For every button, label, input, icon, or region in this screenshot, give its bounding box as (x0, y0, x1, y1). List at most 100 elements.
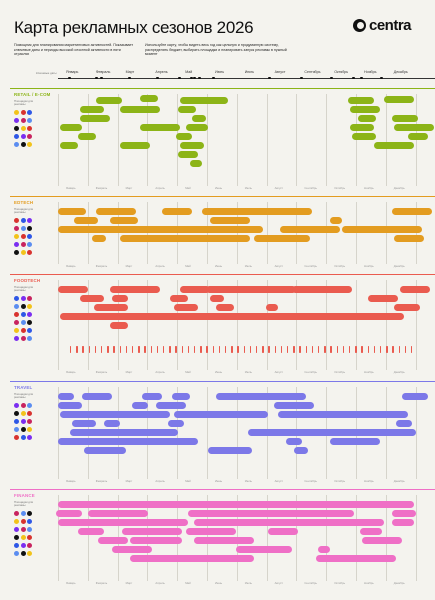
season-bar (58, 208, 86, 215)
season-bar (112, 295, 128, 302)
month-gridline (58, 495, 59, 581)
season-bar (318, 546, 330, 553)
brand-logo-icon (14, 519, 19, 524)
brand-logo-icon (14, 419, 19, 424)
section-month-label: Октябрь (334, 186, 346, 190)
section-month-label: Декабрь (393, 264, 405, 268)
section-month-label: Август (274, 581, 284, 585)
brand-logo-icon (27, 535, 32, 540)
daily-tick (305, 346, 307, 353)
brand-logo-icon (14, 134, 19, 139)
season-bar (120, 142, 150, 149)
season-bar (130, 555, 250, 562)
brand-logo-icon (20, 312, 26, 317)
season-bar (392, 510, 416, 517)
month-gridline (117, 202, 119, 264)
timeline-label: Ключевые даты (36, 71, 57, 75)
season-bar (72, 420, 96, 427)
section-title: EDTECH (14, 200, 34, 205)
daily-tick (156, 346, 159, 353)
brand-logo-icon (20, 296, 26, 301)
section-month-label: Сентябрь (304, 479, 317, 483)
season-bar (392, 208, 432, 215)
season-bar (330, 438, 380, 445)
section-month-label: Июнь (215, 479, 223, 483)
daily-tick (274, 346, 276, 353)
brand-logo-icon (20, 304, 26, 309)
season-bar (394, 124, 434, 131)
section-month-label: Февраль (95, 479, 108, 483)
section-finance: FINANCE Площадки для рекламы Январь Февраль… (0, 489, 435, 589)
month-gridline (385, 280, 387, 370)
section-month-label: Январь (66, 264, 76, 268)
section-month-label: Январь (66, 479, 76, 483)
season-bar (286, 438, 302, 445)
section-subtitle: Площадки для рекламы (14, 500, 34, 508)
timeline: Ключевые даты Январь Февраль Март Апрель Май… (0, 66, 435, 80)
season-bar (58, 226, 263, 233)
season-bar (188, 510, 354, 517)
brand-logo-icon (27, 328, 32, 333)
section-month-label: Июль (244, 370, 252, 374)
brand-logo-icon (27, 511, 32, 516)
section-month-label: Февраль (95, 581, 108, 585)
brand-logo-icon (20, 234, 26, 239)
brand-logo-icon (27, 411, 32, 416)
daily-tick (231, 346, 233, 353)
section-month-label: Август (274, 370, 284, 374)
daily-tick (386, 346, 388, 353)
daily-tick (181, 346, 183, 353)
key-date-dot (212, 76, 215, 80)
key-date-dot (128, 76, 131, 80)
key-date-dot (330, 76, 333, 80)
month-gridline (266, 495, 268, 581)
season-bar (316, 555, 396, 562)
season-bar (278, 411, 408, 418)
section-foodtech: FOODTECH Площадки для рекламы Январь Феврал… (0, 274, 435, 378)
month-gridline (207, 280, 208, 370)
section-subtitle: Площадки для рекламы (14, 99, 34, 107)
daily-tick (268, 346, 270, 353)
season-bar (350, 106, 380, 113)
section-month-label: Ноябрь (364, 264, 374, 268)
month-gridline (415, 202, 417, 264)
daily-tick (373, 346, 376, 353)
section-month-label: Октябрь (334, 370, 346, 374)
brand-logo-icon (14, 242, 19, 247)
timeline-month: Август (274, 70, 286, 74)
season-bar (280, 226, 340, 233)
brand-logo-icon (14, 336, 19, 341)
season-bar (120, 106, 160, 113)
season-bar (210, 217, 250, 224)
brand-logo-icon (14, 511, 19, 516)
month-gridline (326, 280, 327, 370)
month-gridline (296, 495, 297, 581)
brand-logo-icon (14, 328, 19, 333)
timeline-month: Октябрь (334, 70, 349, 74)
season-bar (294, 447, 308, 454)
key-date-dot (198, 76, 201, 80)
season-bar (168, 420, 184, 427)
daily-tick (82, 346, 84, 353)
section-divider (10, 88, 435, 89)
key-date-dot (68, 76, 71, 80)
section-month-label: Июнь (215, 264, 223, 268)
season-bar (374, 142, 414, 149)
daily-tick (324, 346, 326, 353)
daily-tick (218, 346, 221, 353)
page-title: Карта рекламных сезонов 2026 (14, 18, 254, 37)
brand-logo-icon (14, 296, 19, 301)
section-month-label: Декабрь (393, 186, 405, 190)
season-bar (230, 555, 254, 562)
intro-right: Используйте карту, чтобы видеть весь год… (145, 43, 287, 57)
season-bar (58, 501, 414, 508)
brand-logo-icon (20, 218, 26, 223)
season-bar (80, 106, 104, 113)
brand-logo-icon (14, 320, 19, 325)
season-bar (98, 537, 128, 544)
daily-tick (206, 346, 208, 353)
season-bar (80, 115, 110, 122)
brand-logo-icon (20, 403, 26, 408)
brand-logo-icon (14, 527, 19, 532)
key-date-dot (95, 76, 98, 80)
